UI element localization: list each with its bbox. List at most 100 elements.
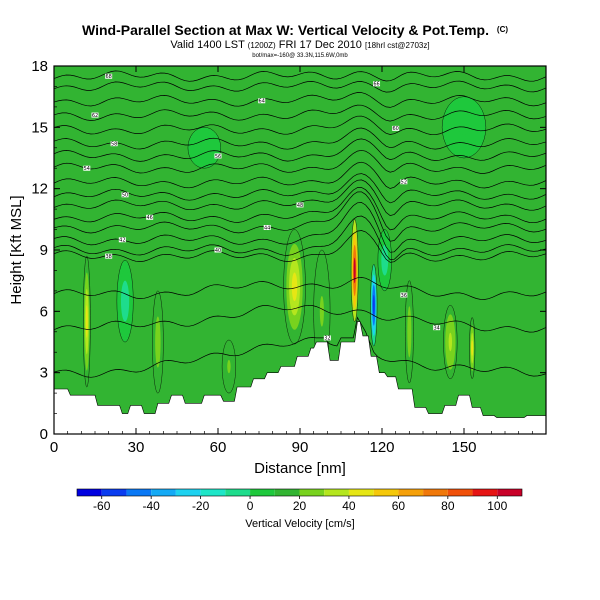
- colorbar-bin: [447, 489, 473, 496]
- isentrope-label: 32: [324, 336, 330, 342]
- terrain: [54, 321, 546, 434]
- isentrope-label-bg: [392, 125, 400, 131]
- isentrope-label-bg: [400, 179, 408, 185]
- isentrope: 56: [54, 138, 546, 162]
- velocity-cell: [221, 339, 236, 394]
- colorbar: -60 -40 -20 0 20 40 60 80 100: [76, 488, 523, 513]
- y-tick-label: 12: [31, 181, 48, 198]
- velocity-contour: [200, 142, 209, 153]
- velocity-contour: [448, 332, 453, 352]
- colorbar-bin: [126, 489, 152, 496]
- isentrope: 48: [54, 179, 546, 216]
- colorbar-bin: [299, 489, 325, 496]
- isentrope-label-bg: [433, 325, 441, 331]
- velocity-contour: [227, 359, 231, 374]
- x-tick-label: 150: [451, 439, 476, 456]
- isentrope-line: [54, 115, 546, 136]
- isentrope-label: 48: [297, 203, 303, 209]
- isentrope-label-bg: [214, 247, 222, 253]
- isentrope-line: [54, 104, 546, 122]
- isentrope-label: 64: [259, 99, 265, 105]
- velocity-contour: [85, 305, 88, 338]
- isentrope-label-bg: [83, 165, 91, 171]
- velocity-cell: [350, 219, 359, 322]
- isentrope-label: 50: [122, 193, 128, 199]
- colorbar-label: Vertical Velocity [cm/s]: [245, 518, 354, 530]
- colorbar-bin: [497, 489, 522, 496]
- colorbar-tick-label: 100: [487, 499, 507, 513]
- isentrope-line: [54, 161, 546, 189]
- isentrope-line: [54, 173, 546, 204]
- velocity-contour: [372, 294, 375, 316]
- colorbar-tick-label: 60: [392, 499, 406, 513]
- chart-title: Wind-Parallel Section at Max W: Vertical…: [82, 22, 508, 38]
- subtitle-run: [18hrl cst@2703z]: [365, 41, 430, 50]
- isentrope: 62: [54, 104, 546, 122]
- x-tick-label: 30: [128, 439, 145, 456]
- velocity-cell: [370, 264, 378, 347]
- colorbar-bin: [324, 489, 349, 496]
- isentrope-line: [54, 304, 546, 333]
- isentrope-line: [54, 127, 546, 150]
- colorbar-tick-label: 40: [342, 499, 356, 513]
- isentrope-label: 34: [433, 325, 439, 331]
- y-tick-label: 9: [40, 242, 48, 259]
- isentrope-label-bg: [214, 153, 222, 159]
- velocity-cell: [469, 317, 476, 380]
- isentrope-line: [54, 316, 546, 378]
- colorbar-bin: [175, 489, 201, 496]
- x-axis-label: Distance [nm]: [254, 460, 346, 477]
- isentrope-label-bg: [105, 73, 113, 79]
- colorbar-tick-label: -40: [142, 499, 160, 513]
- isentrope-label: 44: [264, 225, 270, 231]
- subtitle-bottom-max: bot/max=-160@ 33.3N,115.6W,0mb: [252, 53, 348, 59]
- colorbar-bin: [77, 489, 102, 496]
- colorbar-bin: [472, 489, 498, 496]
- isentrope-line: [54, 277, 546, 300]
- velocity-contour: [471, 340, 474, 356]
- isentrope-line: [54, 80, 546, 93]
- subtitle-utc: (1200Z): [248, 41, 276, 50]
- isentrope-line: [54, 70, 546, 82]
- colorbar-bin: [101, 489, 127, 496]
- isentropes: 32 34 36 38 40 42 44 46 48 50 52 54 56 58 60 62 64 66 68: [54, 70, 546, 378]
- isentrope-label: 42: [119, 238, 125, 244]
- x-tick-label: 90: [292, 439, 309, 456]
- colorbar-tick-label: 0: [247, 499, 254, 513]
- isentrope-label: 62: [92, 113, 98, 119]
- velocity-cell: [152, 290, 164, 394]
- isentrope-line: [54, 138, 546, 162]
- isentrope-line: [54, 92, 546, 108]
- colorbar-bin: [274, 489, 300, 496]
- isentrope: 60: [54, 115, 546, 136]
- colorbar-tick-label: -20: [192, 499, 210, 513]
- velocity-cell: [283, 229, 306, 345]
- isentrope-label-bg: [121, 192, 129, 198]
- velocity-contour: [156, 329, 160, 355]
- x-tick-label: 60: [210, 439, 227, 456]
- velocity-contour: [123, 290, 128, 312]
- isentrope: 46: [54, 187, 546, 231]
- isentrope: 66: [54, 80, 546, 93]
- isentrope: 42: [54, 202, 546, 253]
- isentrope: 54: [54, 149, 546, 174]
- isentrope: 50: [54, 173, 546, 204]
- isentrope-label-bg: [105, 253, 113, 259]
- isentrope: 44: [54, 191, 546, 242]
- velocity-cell: [377, 229, 392, 292]
- isentrope-label: 38: [105, 254, 111, 260]
- isentrope-label-bg: [323, 335, 331, 341]
- isentrope-label: 58: [111, 141, 117, 147]
- x-tick-label: 120: [369, 439, 394, 456]
- y-tick-label: 3: [40, 365, 48, 382]
- isentrope-label-bg: [400, 292, 408, 298]
- isentrope-label: 68: [105, 74, 111, 80]
- isentrope-label-bg: [118, 237, 126, 243]
- y-axis-label: Height [Kft MSL]: [8, 195, 25, 304]
- y-tick-label: 18: [31, 58, 48, 75]
- velocity-cell: [116, 260, 134, 343]
- chart-title-text: Wind-Parallel Section at Max W: Vertical…: [82, 22, 489, 38]
- subtitle-date: FRI 17 Dec 2010: [279, 39, 362, 51]
